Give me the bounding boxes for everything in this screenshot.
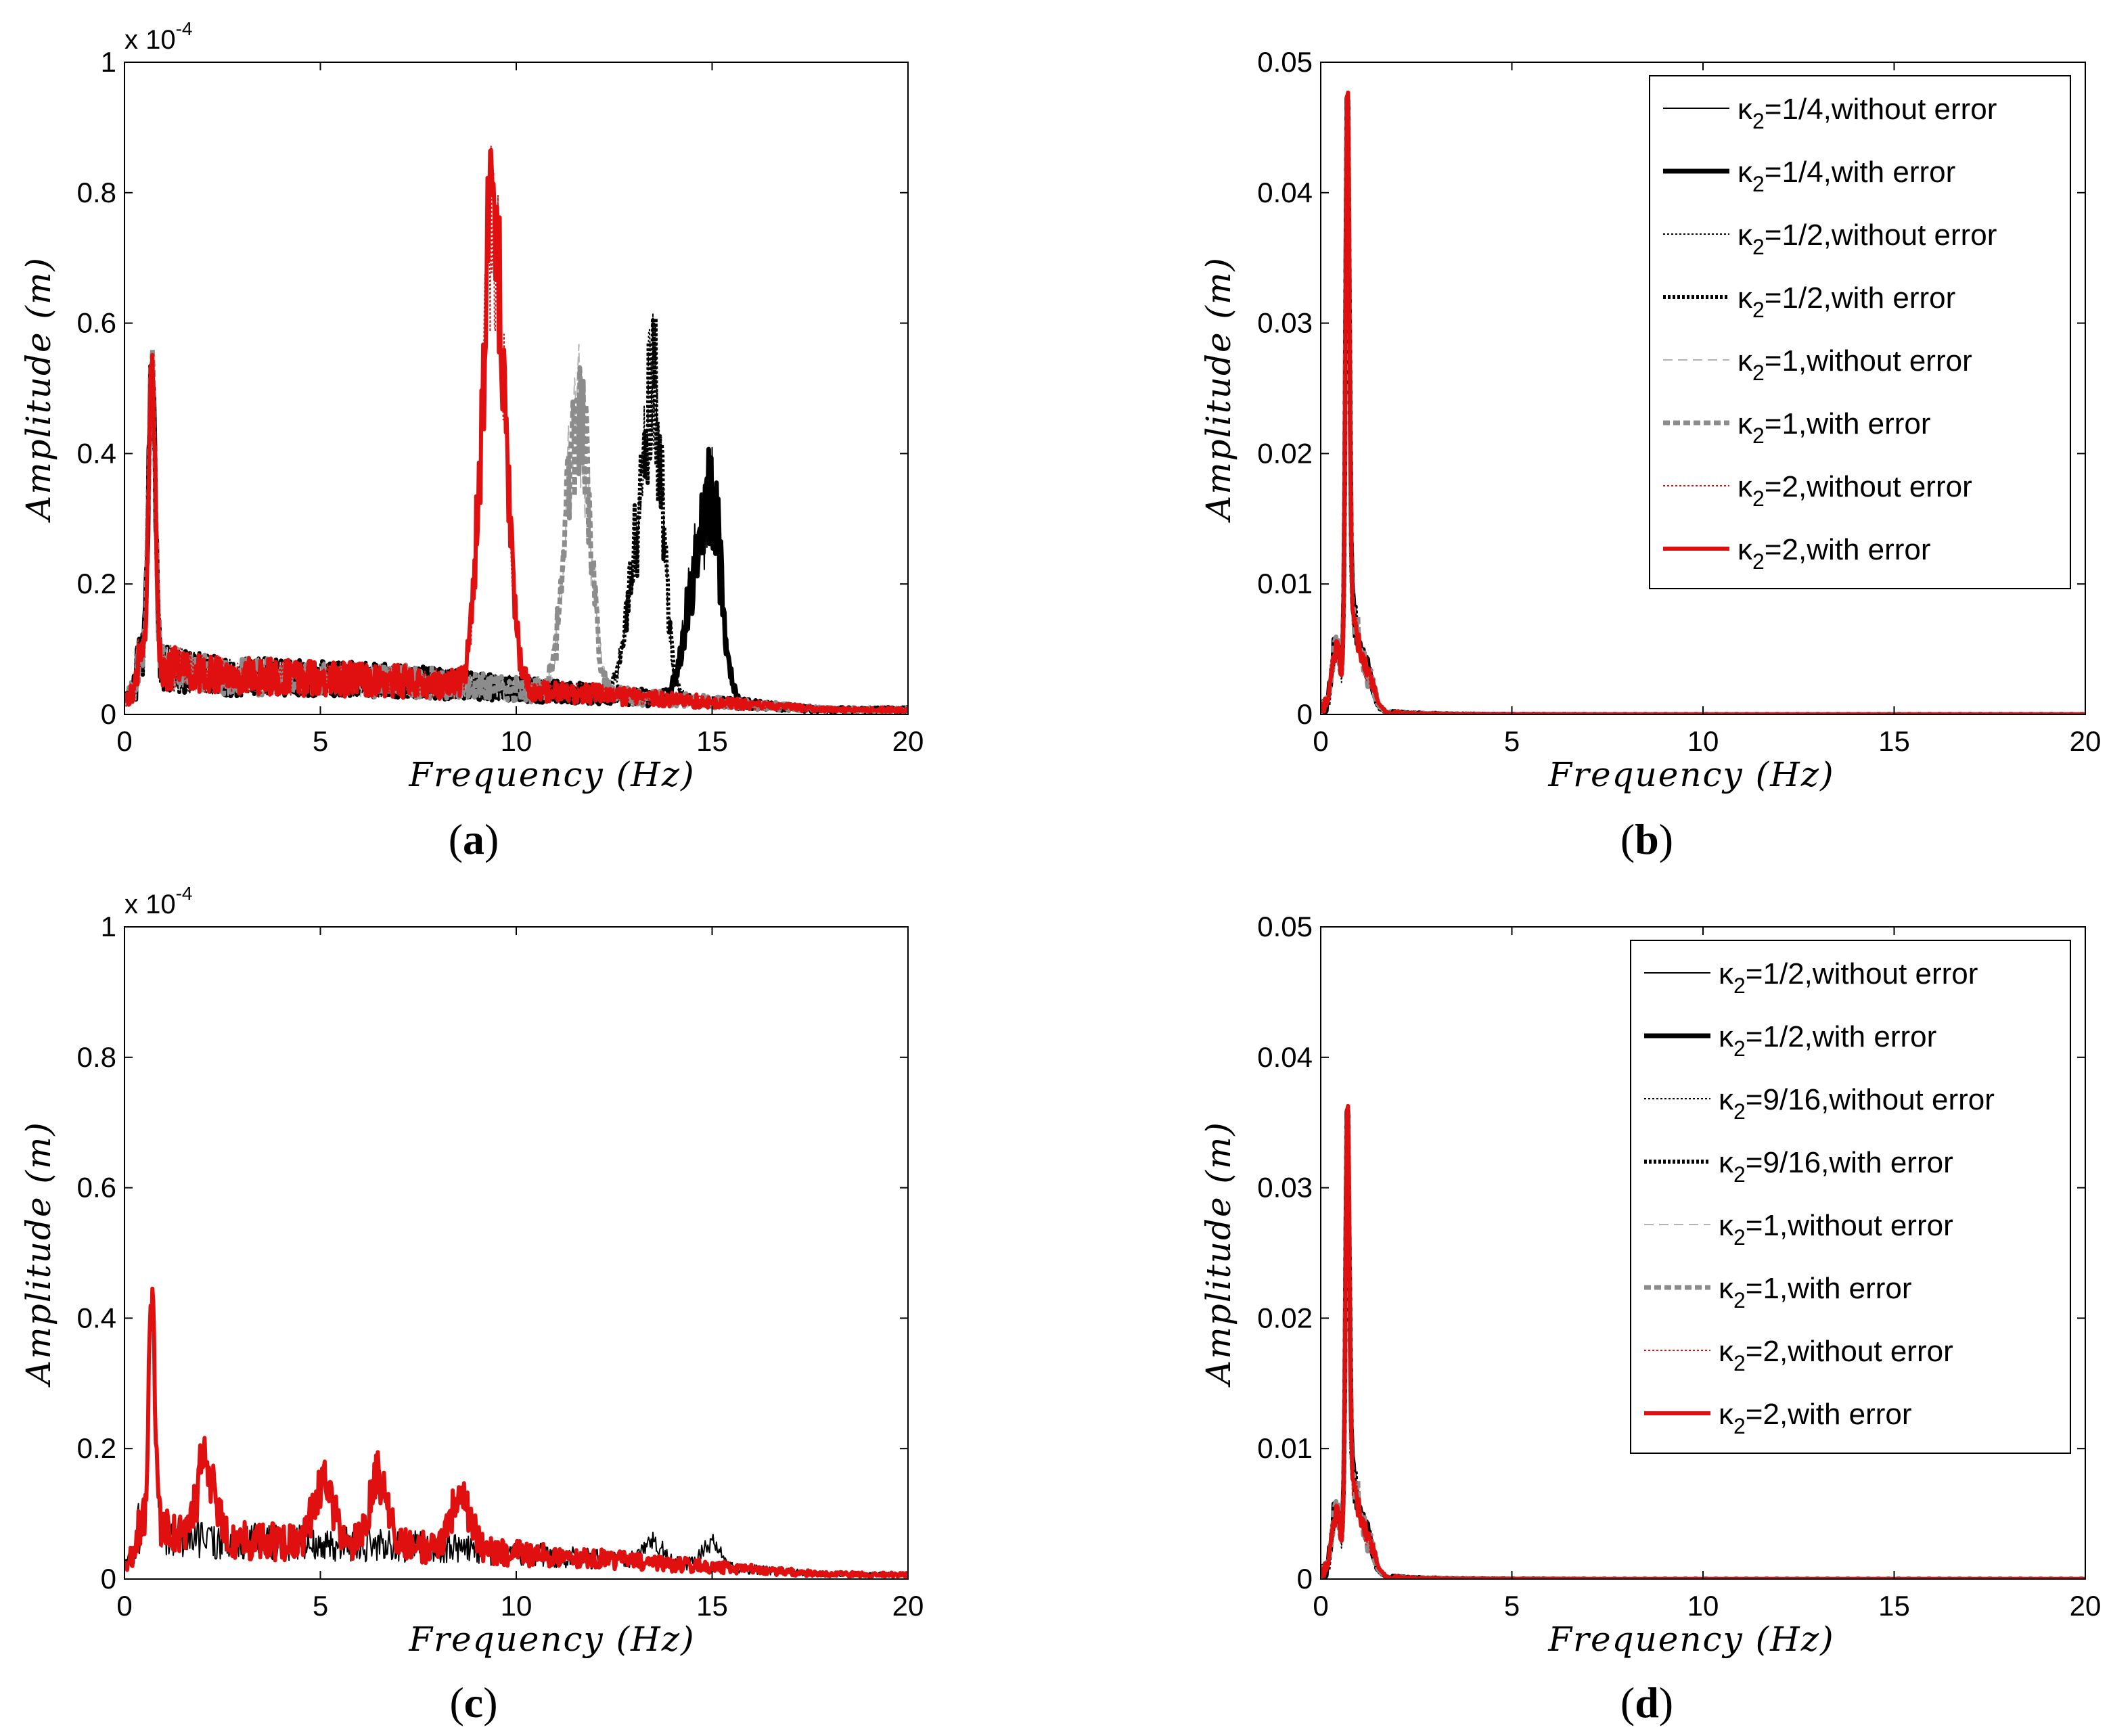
panel-b-legend-label: κ2=1/2,without error — [1738, 219, 1997, 259]
panel-b-x-tick-label: 10 — [1687, 725, 1719, 757]
panel-a-y-tick-label: 0 — [101, 698, 116, 730]
panel-d-y-axis-label: Amplitude (m) — [1199, 1121, 1238, 1388]
panel-b-y-tick-label: 0.01 — [1257, 568, 1313, 599]
panel-c-x-axis-label: Frequency (Hz) — [408, 1620, 695, 1659]
panel-d-y-tick-label: 0.03 — [1257, 1172, 1313, 1204]
panel-b-y-tick-label: 0 — [1297, 698, 1313, 730]
panel-d-legend-label: κ2=2,with error — [1719, 1398, 1912, 1438]
panel-d-legend-box — [1630, 940, 2071, 1454]
panel-d-legend-label: κ2=2,without error — [1719, 1335, 1953, 1375]
panel-c-series — [124, 1286, 908, 1579]
panel-b-x-ticks: 0 5 10 15 20 — [1313, 62, 2101, 757]
panel-d-x-tick-label: 5 — [1504, 1590, 1520, 1622]
panel-b-x-tick-label: 20 — [2070, 725, 2102, 757]
panel-b-legend-label: κ2=1,without error — [1738, 344, 1972, 385]
panel-c-y-tick-label: 0 — [101, 1563, 116, 1595]
panel-d-x-ticks: 0 5 10 15 20 — [1313, 927, 2101, 1622]
panel-d-x-axis-label: Frequency (Hz) — [1547, 1620, 1834, 1659]
panel-d-legend: κ2=1/2,without error κ2=1/2,with error κ2=… — [1630, 940, 2071, 1454]
panel-c-y-tick-label: 1 — [101, 911, 116, 942]
panel-a-y-axis-label: Amplitude (m) — [19, 256, 58, 523]
panel-a-x-tick-label: 10 — [501, 725, 532, 757]
panel-c-y-axis-label: Amplitude (m) — [19, 1121, 58, 1388]
panel-b-legend-label: κ2=2,without error — [1738, 470, 1972, 511]
panel-b-y-tick-label: 0.05 — [1257, 46, 1313, 78]
panel-a-series — [124, 144, 908, 714]
panel-d-x-tick-label: 20 — [2070, 1590, 2102, 1622]
panel-b-x-tick-label: 5 — [1504, 725, 1520, 757]
panel-d-legend-label: κ2=1/2,without error — [1719, 957, 1978, 998]
panel-c-x-tick-label: 0 — [116, 1590, 132, 1622]
panel-c-x-tick-label: 5 — [313, 1590, 328, 1622]
panel-b-legend-label: κ2=1/2,with error — [1738, 281, 1955, 322]
panel-a-x-axis-label: Frequency (Hz) — [408, 755, 695, 794]
panel-c-series-line — [124, 1286, 908, 1579]
panel-b-legend-label: κ2=1/4,without error — [1738, 93, 1997, 133]
panel-c: 0 5 10 15 20 0 0.2 0.4 0.6 0.8 1 x 10-4 Frequency… — [19, 883, 924, 1727]
panel-d-y-tick-label: 0.01 — [1257, 1432, 1313, 1464]
panel-b-y-axis-label: Amplitude (m) — [1199, 256, 1238, 523]
panel-d-legend-label: κ2=1/2,with error — [1719, 1020, 1936, 1061]
panel-b-legend-label: κ2=1,with error — [1738, 407, 1931, 448]
panel-d-legend-label: κ2=1,with error — [1719, 1272, 1912, 1312]
panel-a-exponent-note: x 10-4 — [124, 18, 193, 55]
panel-b-x-axis-label: Frequency (Hz) — [1547, 755, 1834, 794]
panel-b-y-tick-label: 0.04 — [1257, 177, 1313, 208]
panel-b-x-tick-label: 15 — [1878, 725, 1910, 757]
panel-d-legend-label: κ2=9/16,without error — [1719, 1083, 1995, 1124]
panel-d-x-tick-label: 0 — [1313, 1590, 1328, 1622]
panel-a-series-line — [124, 147, 908, 714]
panel-d: 0 5 10 15 20 0 0.01 0.02 0.03 0.04 0.05 Frequency… — [1199, 911, 2101, 1727]
panel-c-x-tick-label: 10 — [501, 1590, 532, 1622]
panel-a-y-tick-label: 0.6 — [77, 307, 116, 339]
panel-c-x-tick-label: 20 — [892, 1590, 924, 1622]
panel-b-y-tick-label: 0.03 — [1257, 307, 1313, 339]
panel-b-x-tick-label: 0 — [1313, 725, 1328, 757]
panel-c-y-tick-label: 0.6 — [77, 1172, 116, 1204]
panel-b-legend: κ2=1/4,without error κ2=1/4,with error κ2=… — [1649, 75, 2071, 589]
panel-a-y-tick-label: 1 — [101, 46, 116, 78]
panel-a-x-ticks: 0 5 10 15 20 — [116, 62, 924, 757]
panel-b-y-ticks: 0 0.01 0.02 0.03 0.04 0.05 — [1257, 46, 2085, 730]
panel-d-y-tick-label: 0.05 — [1257, 911, 1313, 942]
panel-d-y-ticks: 0 0.01 0.02 0.03 0.04 0.05 — [1257, 911, 2085, 1595]
panel-c-x-tick-label: 15 — [696, 1590, 728, 1622]
panel-b-legend-label: κ2=2,with error — [1738, 533, 1931, 574]
panel-d-x-tick-label: 10 — [1687, 1590, 1719, 1622]
panel-b-legend-box — [1649, 75, 2071, 589]
panel-b-y-tick-label: 0.02 — [1257, 437, 1313, 469]
panel-d-x-tick-label: 15 — [1878, 1590, 1910, 1622]
panel-d-y-tick-label: 0 — [1297, 1563, 1313, 1595]
panel-d-y-tick-label: 0.02 — [1257, 1302, 1313, 1333]
panel-c-exponent-note: x 10-4 — [124, 883, 193, 919]
panel-c-y-ticks: 0 0.2 0.4 0.6 0.8 1 — [77, 911, 908, 1595]
panel-a-x-tick-label: 5 — [313, 725, 328, 757]
panel-a-y-tick-label: 0.8 — [77, 177, 116, 208]
panel-a-y-tick-label: 0.4 — [77, 437, 116, 469]
panel-d-legend-label: κ2=9/16,with error — [1719, 1146, 1953, 1187]
panel-a-y-ticks: 0 0.2 0.4 0.6 0.8 1 — [77, 46, 908, 730]
panel-c-y-tick-label: 0.8 — [77, 1041, 116, 1073]
panel-d-label: (d) — [1620, 1678, 1673, 1727]
panel-c-label: (c) — [449, 1678, 497, 1727]
panel-b-label: (b) — [1620, 815, 1673, 863]
panel-c-y-tick-label: 0.2 — [77, 1432, 116, 1464]
panel-a-x-tick-label: 0 — [116, 725, 132, 757]
panel-b-legend-label: κ2=1/4,with error — [1738, 156, 1955, 196]
panel-c-x-ticks: 0 5 10 15 20 — [116, 927, 924, 1622]
panel-a-y-tick-label: 0.2 — [77, 568, 116, 599]
panel-d-legend-label: κ2=1,without error — [1719, 1209, 1953, 1250]
panel-b: 0 5 10 15 20 0 0.01 0.02 0.03 0.04 0.05 Frequency… — [1199, 46, 2101, 863]
panel-d-y-tick-label: 0.04 — [1257, 1041, 1313, 1073]
panel-a-x-tick-label: 20 — [892, 725, 924, 757]
panel-a: 0 5 10 15 20 0 0.2 0.4 0.6 0.8 1 x 10-4 Frequency… — [19, 18, 924, 863]
panel-a-x-tick-label: 15 — [696, 725, 728, 757]
panel-a-label: (a) — [449, 815, 499, 863]
panel-c-y-tick-label: 0.4 — [77, 1302, 116, 1333]
